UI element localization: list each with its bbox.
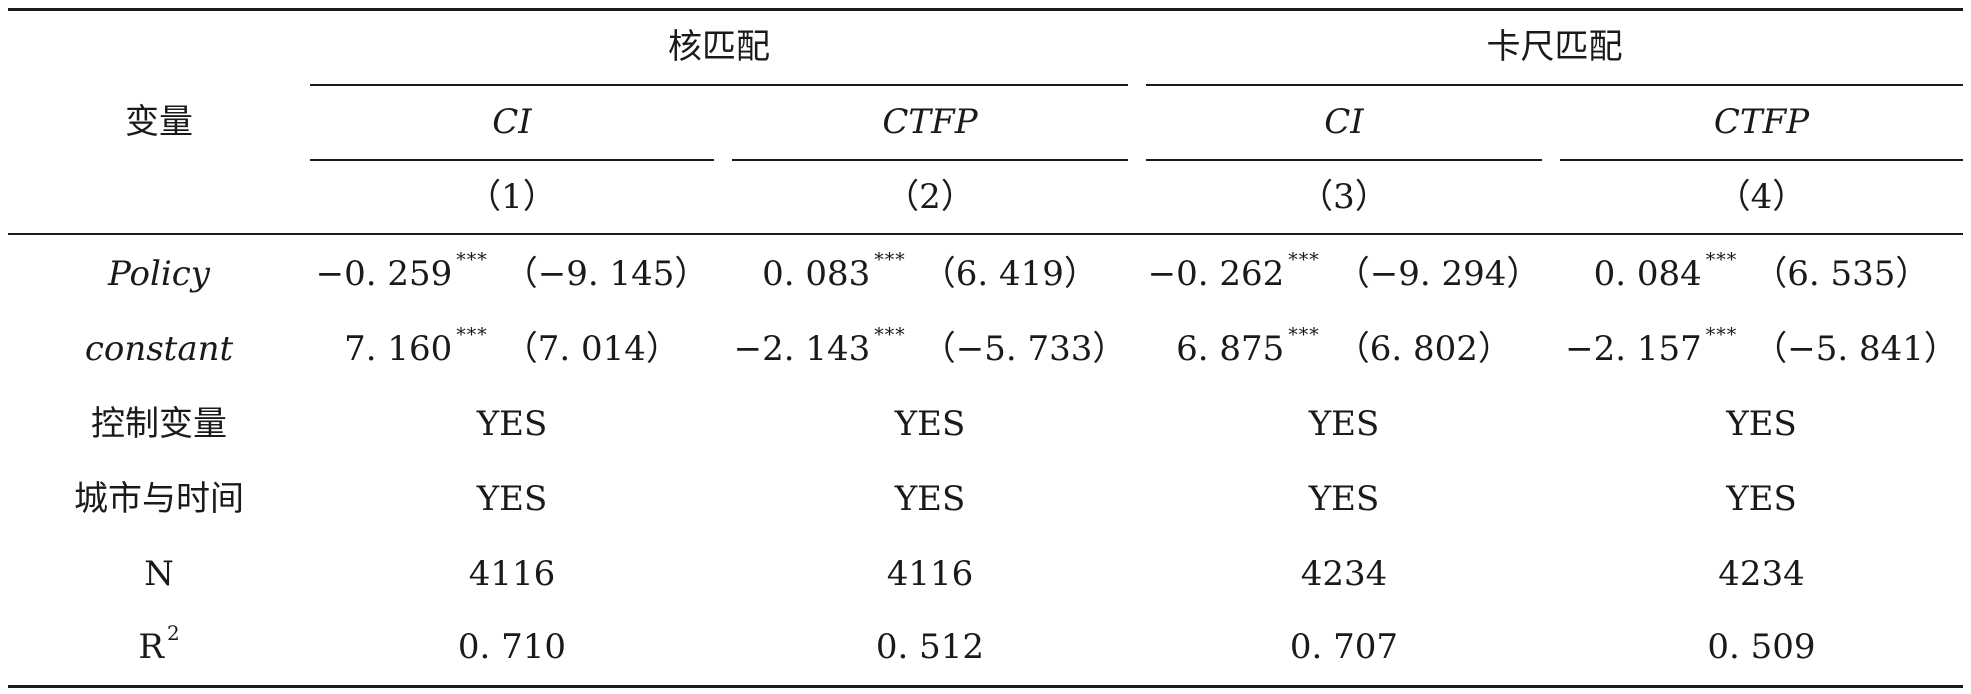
r2-label: R	[138, 627, 164, 667]
n-col-4: 4234	[1718, 553, 1805, 594]
n-col-3: 4234	[1300, 553, 1388, 594]
significance-stars: ***	[1288, 324, 1320, 346]
t-stat: （7. 014）	[503, 328, 680, 369]
coef: 7. 160	[344, 328, 453, 369]
group-rule-kernel	[310, 84, 1128, 86]
variable-header: 变量	[125, 102, 193, 142]
group-header-caliper: 卡尺匹配	[1486, 27, 1623, 67]
r2-col-2: 0. 512	[875, 627, 985, 667]
dep-rule-3	[1146, 159, 1542, 161]
col-number-2: （2）	[885, 177, 975, 217]
significance-stars: ***	[874, 324, 906, 346]
significance-stars: ***	[1705, 324, 1738, 346]
dep-rule-1	[310, 159, 714, 161]
r2-col-4: 0. 509	[1707, 627, 1816, 667]
city-time-col-4: YES	[1726, 478, 1797, 519]
significance-stars: ***	[456, 249, 488, 271]
city-time-col-1: YES	[476, 478, 548, 519]
coef: 0. 084	[1593, 253, 1702, 294]
col-number-3: （3）	[1299, 177, 1389, 217]
row-label-n: N	[144, 553, 174, 594]
t-stat: （6. 535）	[1753, 253, 1930, 294]
r2-col-1: 0. 710	[457, 627, 567, 667]
controls-col-4: YES	[1726, 403, 1797, 444]
controls-col-2: YES	[894, 403, 966, 444]
constant-col-3: 6. 875 *** （6. 802）	[1146, 311, 1542, 386]
group-header-kernel: 核匹配	[668, 27, 770, 67]
constant-col-2: −2. 143 *** （−5. 733）	[732, 311, 1128, 386]
n-col-1: 4116	[468, 553, 556, 594]
dep-var-header-2: CTFP	[882, 102, 978, 142]
policy-col-3: −0. 262 *** （−9. 294）	[1146, 236, 1542, 311]
coef: 6. 875	[1176, 328, 1285, 369]
coef: −0. 262	[1147, 253, 1285, 294]
t-stat: （6. 419）	[921, 253, 1098, 294]
policy-col-1: −0. 259 *** （−9. 145）	[310, 236, 714, 311]
row-label-city-time: 城市与时间	[74, 478, 244, 519]
policy-col-4: 0. 084 *** （6. 535）	[1560, 236, 1963, 311]
bottom-rule	[8, 685, 1963, 688]
group-rule-caliper	[1146, 84, 1963, 86]
controls-col-3: YES	[1308, 403, 1380, 444]
r2-superscript: 2	[166, 621, 180, 645]
dep-var-header-4: CTFP	[1713, 102, 1810, 142]
t-stat: （6. 802）	[1335, 328, 1512, 369]
top-rule	[8, 8, 1963, 11]
coef: 0. 083	[762, 253, 871, 294]
t-stat: （−5. 733）	[921, 328, 1127, 369]
significance-stars: ***	[874, 249, 906, 271]
t-stat: （−9. 294）	[1335, 253, 1541, 294]
header-bottom-rule	[8, 233, 1963, 235]
city-time-col-2: YES	[894, 478, 966, 519]
row-label-controls: 控制变量	[91, 403, 227, 444]
constant-col-1: 7. 160 *** （7. 014）	[310, 311, 714, 386]
coef: −2. 143	[733, 328, 871, 369]
policy-col-2: 0. 083 *** （6. 419）	[732, 236, 1128, 311]
city-time-col-3: YES	[1308, 478, 1380, 519]
controls-col-1: YES	[476, 403, 548, 444]
coef: −2. 157	[1565, 328, 1702, 369]
dep-var-header-3: CI	[1324, 102, 1364, 142]
significance-stars: ***	[456, 324, 488, 346]
row-label-constant: constant	[84, 328, 234, 369]
dep-var-header-1: CI	[492, 102, 532, 142]
significance-stars: ***	[1705, 249, 1738, 271]
dep-rule-4	[1560, 159, 1963, 161]
constant-col-4: −2. 157 *** （−5. 841）	[1560, 311, 1963, 386]
col-number-1: （1）	[467, 177, 557, 217]
coef: −0. 259	[315, 253, 453, 294]
col-number-4: （4）	[1716, 177, 1807, 217]
r2-col-3: 0. 707	[1289, 627, 1399, 667]
row-label-policy: Policy	[108, 253, 210, 294]
t-stat: （−5. 841）	[1753, 328, 1958, 369]
t-stat: （−9. 145）	[503, 253, 709, 294]
dep-rule-2	[732, 159, 1128, 161]
n-col-2: 4116	[886, 553, 974, 594]
significance-stars: ***	[1288, 249, 1320, 271]
